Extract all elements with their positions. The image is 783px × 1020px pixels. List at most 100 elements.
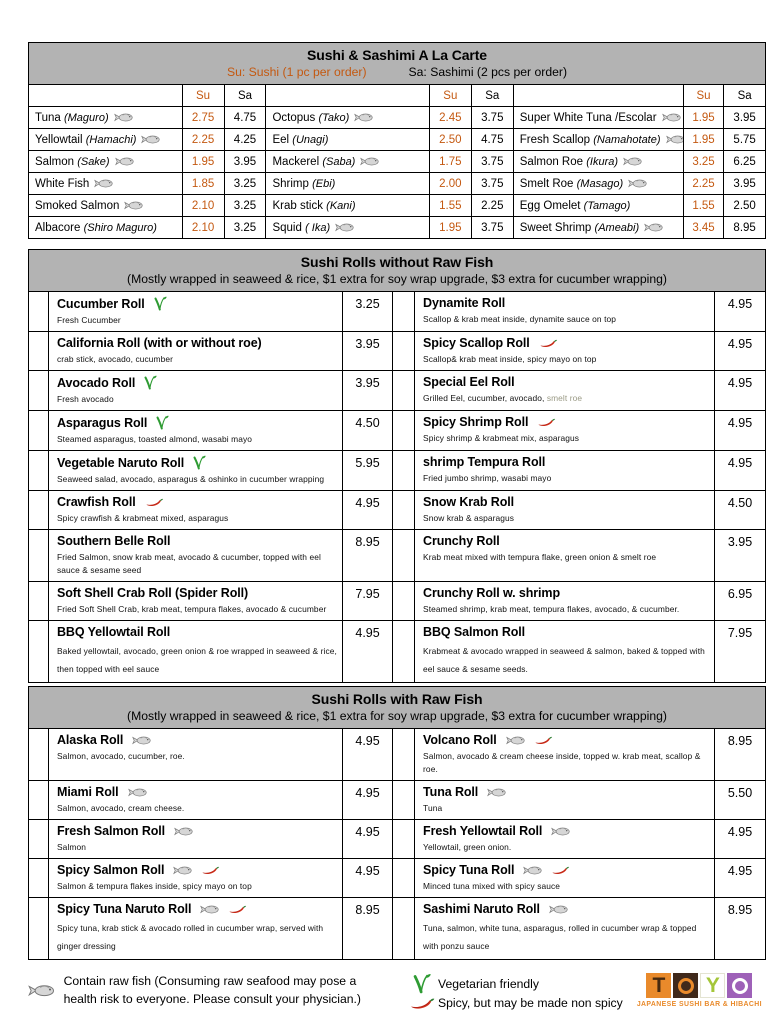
roll-price: 8.95 xyxy=(343,898,394,960)
roll-description: Steamed shrimp, krab meat, tempura flake… xyxy=(423,604,680,615)
fish-icon xyxy=(28,973,55,1007)
roll-cell: BBQ Yellowtail Roll Baked yellowtail, avo… xyxy=(49,621,344,683)
roll-price: 4.95 xyxy=(343,729,394,782)
roll-name: Dynamite Roll xyxy=(423,296,506,310)
table-row: Salmon (Sake) 1.95 3.95 Mackerel (Saba) 1.75… xyxy=(29,150,765,173)
item-cell: Smoked Salmon xyxy=(29,194,183,217)
fish-icon xyxy=(28,983,55,998)
roll-cell: Alaska Roll Salmon, avocado, cucumber, ro… xyxy=(49,729,344,782)
item-cell: Albacore (Shiro Maguro) xyxy=(29,216,183,238)
fish-icon xyxy=(174,826,193,837)
item-name: Salmon (Sake) xyxy=(35,155,110,168)
legend-raw-fish: Contain raw fish (Consuming raw seafood … xyxy=(28,973,380,1007)
sashimi-definition: Sa: Sashimi (2 pcs per order) xyxy=(408,65,568,79)
rolls-raw-title: Sushi Rolls with Raw Fish xyxy=(311,691,483,708)
item-cell: Shrimp (Ebi) xyxy=(265,172,430,195)
column-header-sa: Sa xyxy=(470,85,514,107)
roll-cell: BBQ Salmon Roll Krabmeat & avocado wrappe… xyxy=(415,621,715,683)
item-price-sushi: 2.25 xyxy=(682,172,725,195)
roll-cell: shrimp Tempura Roll Fried jumbo shrimp, w… xyxy=(415,451,715,492)
item-price-sashimi: 5.75 xyxy=(723,128,765,151)
sushi-definition: Su: Sushi (1 pc per order) xyxy=(226,65,367,79)
item-japanese-name: (Masago) xyxy=(576,177,624,190)
item-name: Super White Tuna /Escolar xyxy=(519,111,657,124)
table-row: Tuna (Maguro) 2.75 4.75 Octopus (Tako) 2.45 3… xyxy=(29,106,765,129)
chili-icon xyxy=(406,996,438,1011)
roll-price: 5.95 xyxy=(343,451,394,492)
vegetarian-icon xyxy=(193,455,206,470)
item-cell: Mackerel (Saba) xyxy=(265,150,430,173)
roll-price: 3.95 xyxy=(715,530,765,583)
item-japanese-name: (Saba) xyxy=(322,155,356,168)
roll-price: 4.95 xyxy=(343,859,394,899)
row-spacer xyxy=(29,729,49,782)
rolls-with-raw-fish-section: Sushi Rolls with Raw Fish (Mostly wrappe… xyxy=(28,686,766,961)
roll-price: 5.50 xyxy=(715,781,765,821)
item-name: Krab stick (Kani) xyxy=(272,199,356,212)
fish-icon xyxy=(644,222,663,233)
item-name: Eel (Unagi) xyxy=(272,133,329,146)
roll-name: shrimp Tempura Roll xyxy=(423,455,546,470)
fish-icon xyxy=(354,112,373,123)
item-price-sashimi: 3.75 xyxy=(470,216,514,238)
roll-price: 6.95 xyxy=(715,582,765,622)
roll-description: Fresh Cucumber xyxy=(57,315,121,325)
roll-name: Cucumber Roll xyxy=(57,296,338,311)
item-price-sushi: 3.25 xyxy=(682,150,725,173)
item-cell: Eel (Unagi) xyxy=(265,128,430,151)
column-gap xyxy=(393,451,416,492)
row-spacer xyxy=(29,411,49,452)
column-header-su: Su xyxy=(181,85,225,107)
roll-price: 4.95 xyxy=(715,411,765,452)
column-gap xyxy=(393,621,416,683)
fish-icon xyxy=(523,865,542,876)
roll-description: Spicy crawfish & krabmeat mixed, asparag… xyxy=(57,513,229,524)
table-row: Yellowtail (Hamachi) 2.25 4.25 Eel (Unagi) 2… xyxy=(29,128,765,151)
item-cell: White Fish xyxy=(29,172,183,195)
roll-price: 4.50 xyxy=(715,491,765,531)
roll-cell: Tuna Roll Tuna xyxy=(415,781,715,821)
item-price-sushi: 2.10 xyxy=(181,194,225,217)
column-header-blank xyxy=(512,85,684,107)
chili-icon xyxy=(145,497,164,508)
item-japanese-name: (Sake) xyxy=(77,155,110,168)
a-la-carte-table: Su Sa Su Sa Su Sa Tuna (Maguro) 2.75 4.75 Octopus… xyxy=(29,85,765,238)
roll-price: 3.95 xyxy=(343,332,394,372)
row-spacer xyxy=(29,371,49,412)
row-spacer xyxy=(29,820,49,860)
fish-icon xyxy=(505,735,525,746)
item-japanese-name: (Ebi) xyxy=(312,177,336,190)
item-cell: Squid ( Ika) xyxy=(265,216,430,238)
item-price-sashimi: 8.95 xyxy=(723,216,765,238)
item-price-sushi: 2.45 xyxy=(428,106,472,129)
roll-description: Minced tuna mixed with spicy sauce xyxy=(423,881,561,892)
item-cell: Sweet Shrimp (Ameabi) xyxy=(512,216,684,238)
item-name: White Fish xyxy=(35,177,90,190)
chili-icon xyxy=(228,904,247,915)
rolls-no-raw-subtitle: (Mostly wrapped in seaweed & rice, $1 ex… xyxy=(127,272,667,286)
roll-name: Spicy Salmon Roll xyxy=(57,863,338,877)
fish-icon xyxy=(487,787,506,798)
chili-icon xyxy=(534,735,553,746)
item-name: Albacore (Shiro Maguro) xyxy=(35,221,157,234)
row-spacer xyxy=(29,491,49,531)
fish-icon xyxy=(94,178,113,189)
vegetarian-icon xyxy=(154,296,167,311)
item-name: Salmon Roe (Ikura) xyxy=(519,155,619,168)
roll-name: Spicy Tuna Naruto Roll xyxy=(57,902,338,916)
roll-name: Fresh Salmon Roll xyxy=(57,824,338,838)
chili-icon xyxy=(537,417,556,428)
item-name: Smelt Roe (Masago) xyxy=(519,177,624,190)
roll-cell: Crunchy Roll Krab meat mixed with tempura… xyxy=(415,530,715,583)
column-gap xyxy=(393,411,416,452)
roll-cell: Spicy Tuna Naruto Roll Spicy tuna, krab s… xyxy=(49,898,344,960)
roll-name: Crawfish Roll xyxy=(57,495,338,509)
roll-price: 3.25 xyxy=(343,292,394,333)
legend-spicy-text: Spicy, but may be made non spicy xyxy=(438,996,623,1011)
fish-icon xyxy=(623,156,642,167)
item-price-sashimi: 6.25 xyxy=(723,150,765,173)
a-la-carte-subtitle: Su: Sushi (1 pc per order) Sa: Sashimi (2… xyxy=(33,65,761,79)
roll-description-muted: smelt roe xyxy=(546,393,583,404)
roll-name: Fresh Yellowtail Roll xyxy=(423,824,710,838)
item-japanese-name: (Ikura) xyxy=(586,155,619,168)
